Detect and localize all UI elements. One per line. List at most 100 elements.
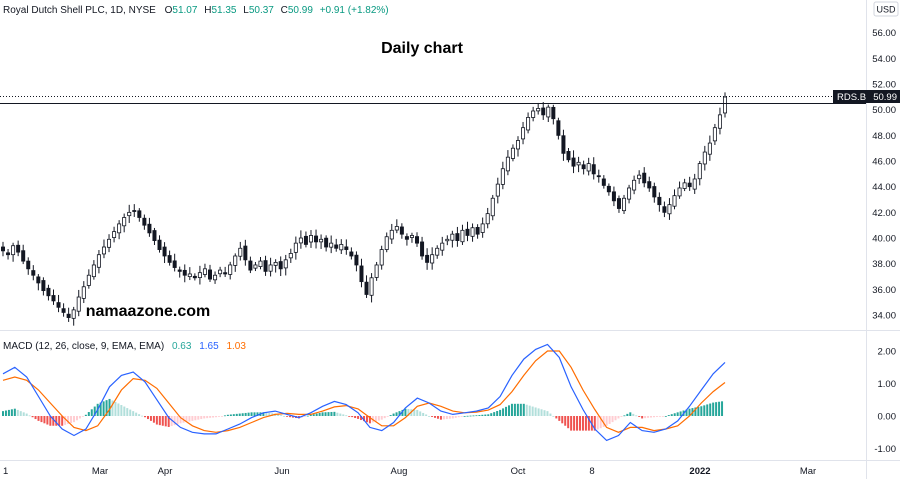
x-tick-label: Mar: [92, 466, 108, 477]
candle: [334, 238, 339, 252]
candle: [324, 235, 329, 252]
candle: [96, 250, 101, 274]
price-tick-label: 50.00: [872, 105, 896, 116]
candle: [16, 240, 21, 257]
histogram-bar: [380, 416, 383, 420]
histogram-bar: [203, 416, 206, 419]
candle: [303, 231, 308, 248]
candle: [36, 274, 41, 291]
candle: [637, 170, 642, 184]
histogram-bar: [614, 416, 617, 421]
high-label: H: [204, 5, 211, 16]
candle: [495, 177, 500, 204]
histogram-bar: [496, 411, 499, 416]
histogram-bar: [460, 416, 463, 417]
candle: [586, 157, 591, 176]
candle: [571, 150, 576, 174]
histogram-bar: [608, 416, 611, 424]
candle: [566, 147, 571, 163]
candle: [31, 265, 36, 281]
candle: [531, 106, 536, 122]
candle: [430, 247, 435, 270]
histogram-bar: [510, 403, 513, 416]
candle: [627, 184, 632, 204]
candle: [601, 175, 606, 189]
histogram-bar: [395, 412, 398, 416]
histogram-bar: [652, 416, 655, 418]
histogram-bar: [596, 416, 599, 430]
close-label: C: [281, 5, 288, 16]
histogram-bar: [650, 416, 653, 418]
candle: [480, 217, 485, 238]
candle: [576, 156, 581, 173]
histogram-bar: [564, 416, 567, 426]
candle: [202, 263, 207, 278]
histogram-bar: [158, 416, 161, 426]
histogram-bar: [144, 416, 147, 418]
candle: [465, 221, 470, 242]
candle: [122, 213, 127, 233]
histogram-bar: [528, 405, 531, 416]
candle: [177, 266, 182, 278]
histogram-bar: [499, 409, 502, 416]
histogram-bar: [289, 416, 292, 418]
histogram-bar: [309, 414, 312, 416]
price-tick-label: 56.00: [872, 28, 896, 39]
candle: [127, 204, 132, 223]
histogram-bar: [357, 416, 360, 419]
histogram-bar: [552, 416, 555, 417]
histogram-bar: [10, 409, 13, 416]
candle: [642, 167, 647, 188]
histogram-bar: [330, 411, 333, 416]
x-tick-label: Mar: [800, 466, 816, 477]
histogram-bar: [19, 411, 22, 416]
candle: [142, 214, 147, 230]
macd-tick-label: 2.00: [878, 347, 897, 358]
candle: [596, 169, 601, 183]
histogram-bar: [374, 416, 377, 422]
histogram-bar: [303, 416, 306, 417]
price-tick-label: 44.00: [872, 182, 896, 193]
histogram-bar: [445, 416, 448, 420]
histogram-bar: [516, 403, 519, 416]
histogram-bar: [579, 416, 582, 431]
candle: [369, 273, 374, 303]
histogram-bar: [61, 416, 64, 426]
candle: [223, 266, 228, 277]
histogram-bar: [354, 416, 357, 419]
histogram-bar: [315, 413, 318, 416]
candle: [374, 261, 379, 281]
candle: [470, 223, 475, 242]
candle: [248, 256, 253, 274]
histogram-bar: [623, 415, 626, 417]
histogram-bar: [718, 401, 721, 416]
histogram-bar: [351, 416, 354, 418]
candle: [389, 223, 394, 244]
histogram-bar: [644, 416, 647, 419]
histogram-bar: [629, 412, 632, 416]
macd-y-axis: -1.00 0.00 1.00 2.00: [874, 347, 896, 456]
histogram-bar: [93, 406, 96, 416]
histogram-bar: [626, 413, 629, 416]
candle: [546, 104, 551, 123]
histogram-bar: [537, 408, 540, 416]
candle: [132, 204, 137, 217]
change-value: +0.91 (+1.82%): [320, 5, 389, 16]
histogram-bar: [442, 416, 445, 420]
x-tick-label: Jun: [274, 466, 289, 477]
histogram-bar: [55, 416, 58, 426]
candle: [712, 123, 717, 145]
candle: [11, 242, 16, 262]
histogram-bar: [336, 412, 339, 416]
candle: [616, 195, 621, 213]
symbol-line: Royal Dutch Shell PLC, 1D, NYSE: [3, 5, 156, 16]
histogram-bar: [567, 416, 570, 429]
currency-button[interactable]: USD: [873, 1, 899, 17]
overlay-title: Daily chart: [381, 40, 463, 57]
candle: [339, 239, 344, 255]
candle: [611, 186, 616, 207]
histogram-bar: [416, 409, 419, 416]
candle: [86, 269, 91, 289]
histogram-bar: [129, 409, 132, 416]
